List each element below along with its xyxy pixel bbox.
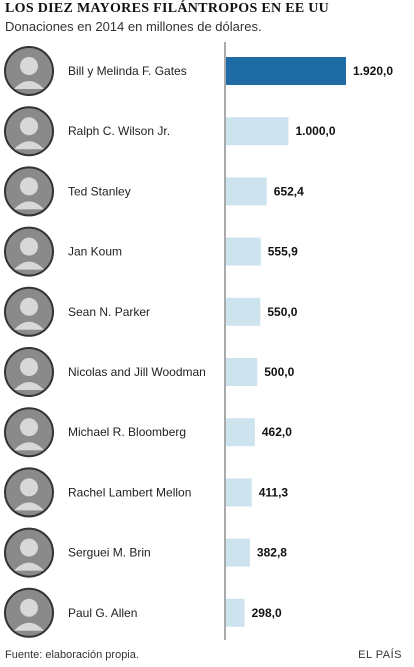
value-label: 1.000,0 <box>296 124 336 138</box>
portrait-head-icon <box>20 117 38 136</box>
portrait-head-icon <box>20 478 38 497</box>
portrait-shoulders-icon <box>14 141 44 150</box>
portrait-shoulders-icon <box>14 81 44 89</box>
value-label: 1.920,0 <box>353 64 393 78</box>
bar <box>226 57 346 85</box>
portrait-shoulders-icon <box>14 261 44 270</box>
value-label: 500,0 <box>264 365 294 379</box>
portrait-shoulders-icon <box>14 502 44 511</box>
portrait-shoulders-icon <box>14 562 44 571</box>
bar-row: Bill y Melinda F. Gates 1.920,0 <box>4 46 393 96</box>
bar-row: Sean N. Parker 550,0 <box>4 286 298 337</box>
bar <box>226 297 261 326</box>
source-note: Fuente: elaboración propia. <box>5 649 139 661</box>
portrait-head-icon <box>20 538 38 557</box>
chart-title: LOS DIEZ MAYORES FILÁNTROPOS EN EE UU <box>5 1 330 16</box>
category-label: Rachel Lambert Mellon <box>68 485 191 499</box>
value-label: 555,9 <box>268 245 298 259</box>
category-label: Ted Stanley <box>68 184 131 198</box>
category-label: Jan Koum <box>68 245 122 259</box>
portrait-head-icon <box>20 237 38 256</box>
portrait-head-icon <box>20 297 38 316</box>
portrait-head-icon <box>20 177 38 196</box>
publisher-logo: EL PAÍS <box>358 649 402 661</box>
category-label: Sean N. Parker <box>68 305 150 319</box>
value-label: 550,0 <box>267 305 297 319</box>
value-label: 652,4 <box>274 184 304 198</box>
bar <box>226 538 250 567</box>
category-label: Michael R. Bloomberg <box>68 425 186 439</box>
category-label: Serguei M. Brin <box>68 546 151 560</box>
bar-row: Serguei M. Brin 382,8 <box>4 527 287 578</box>
bar <box>226 478 252 507</box>
bar <box>226 117 289 146</box>
bar <box>226 237 261 266</box>
bar-chart: Bill y Melinda F. Gates 1.920,0 Ralph C. W… <box>4 42 393 640</box>
bar-row: Michael R. Bloomberg 462,0 <box>4 407 292 458</box>
portrait-shoulders-icon <box>14 321 44 330</box>
bar-row: Nicolas and Jill Woodman 500,0 <box>4 347 295 397</box>
category-label: Paul G. Allen <box>68 606 137 620</box>
bar <box>226 177 267 206</box>
bar <box>226 598 245 627</box>
portrait-shoulders-icon <box>14 442 44 451</box>
bar <box>226 418 255 447</box>
bar-row: Ted Stanley 652,4 <box>4 166 304 217</box>
bar <box>226 358 258 386</box>
portrait-head-icon <box>20 57 38 75</box>
portrait-shoulders-icon <box>14 622 44 631</box>
category-label: Nicolas and Jill Woodman <box>68 365 206 379</box>
portrait-head-icon <box>20 358 38 376</box>
value-label: 411,3 <box>259 485 289 499</box>
category-label: Ralph C. Wilson Jr. <box>68 124 170 138</box>
value-label: 298,0 <box>252 606 282 620</box>
value-label: 382,8 <box>257 546 287 560</box>
portrait-head-icon <box>20 598 38 617</box>
bar-row: Rachel Lambert Mellon 411,3 <box>4 467 289 518</box>
portrait-shoulders-icon <box>14 201 44 210</box>
chart-subtitle: Donaciones en 2014 en millones de dólare… <box>5 19 262 34</box>
value-label: 462,0 <box>262 425 292 439</box>
bar-row: Paul G. Allen 298,0 <box>4 587 282 638</box>
portrait-head-icon <box>20 418 38 437</box>
category-label: Bill y Melinda F. Gates <box>68 64 187 78</box>
bar-row: Ralph C. Wilson Jr. 1.000,0 <box>4 106 336 157</box>
bar-row: Jan Koum 555,9 <box>4 226 298 277</box>
portrait-shoulders-icon <box>14 382 44 390</box>
